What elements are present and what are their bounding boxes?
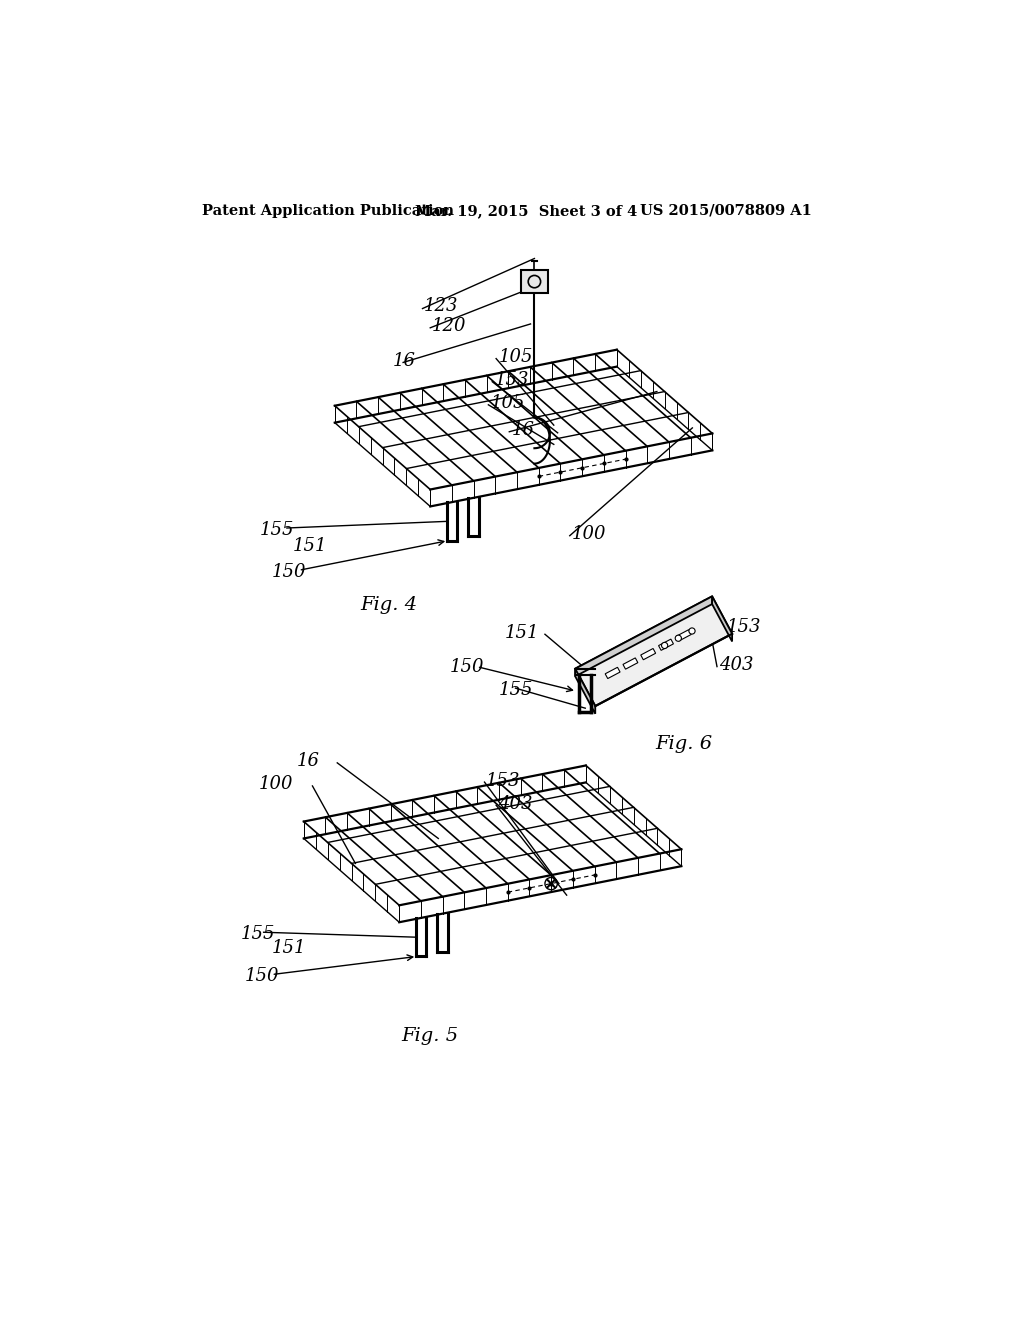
Text: 120: 120 <box>432 317 466 335</box>
Text: Mar. 19, 2015  Sheet 3 of 4: Mar. 19, 2015 Sheet 3 of 4 <box>415 203 637 218</box>
Text: 403: 403 <box>498 795 532 813</box>
Text: 150: 150 <box>245 968 279 985</box>
Circle shape <box>675 635 681 642</box>
Text: 150: 150 <box>271 562 306 581</box>
Text: Patent Application Publication: Patent Application Publication <box>202 203 454 218</box>
Polygon shape <box>658 639 674 651</box>
Text: 151: 151 <box>293 537 328 554</box>
Circle shape <box>689 628 695 634</box>
Text: 16: 16 <box>297 752 321 771</box>
Text: 153: 153 <box>727 618 762 635</box>
Text: 153: 153 <box>495 371 529 389</box>
Text: Fig. 5: Fig. 5 <box>401 1027 459 1045</box>
Polygon shape <box>605 668 621 678</box>
Text: 105: 105 <box>490 395 525 412</box>
Text: 155: 155 <box>499 681 532 698</box>
Polygon shape <box>575 669 595 714</box>
Polygon shape <box>575 597 712 676</box>
Text: 105: 105 <box>499 348 532 366</box>
Text: 155: 155 <box>260 520 294 539</box>
Text: Fig. 4: Fig. 4 <box>360 597 418 614</box>
Circle shape <box>662 643 668 648</box>
Text: 150: 150 <box>450 657 484 676</box>
Text: 153: 153 <box>486 772 520 789</box>
Text: 16: 16 <box>512 421 535 440</box>
Text: 16: 16 <box>393 352 416 370</box>
Text: 155: 155 <box>241 925 274 942</box>
Text: 151: 151 <box>271 939 306 957</box>
Text: 100: 100 <box>572 525 606 543</box>
Text: 123: 123 <box>424 297 459 315</box>
Polygon shape <box>677 630 691 642</box>
Text: US 2015/0078809 A1: US 2015/0078809 A1 <box>640 203 811 218</box>
Text: 403: 403 <box>719 656 753 675</box>
Text: 151: 151 <box>504 624 539 642</box>
Polygon shape <box>575 597 732 706</box>
Text: Fig. 6: Fig. 6 <box>655 735 712 752</box>
Text: 100: 100 <box>259 775 293 793</box>
Polygon shape <box>712 597 732 642</box>
Polygon shape <box>623 657 638 669</box>
Bar <box>521 271 548 293</box>
Polygon shape <box>641 648 655 660</box>
